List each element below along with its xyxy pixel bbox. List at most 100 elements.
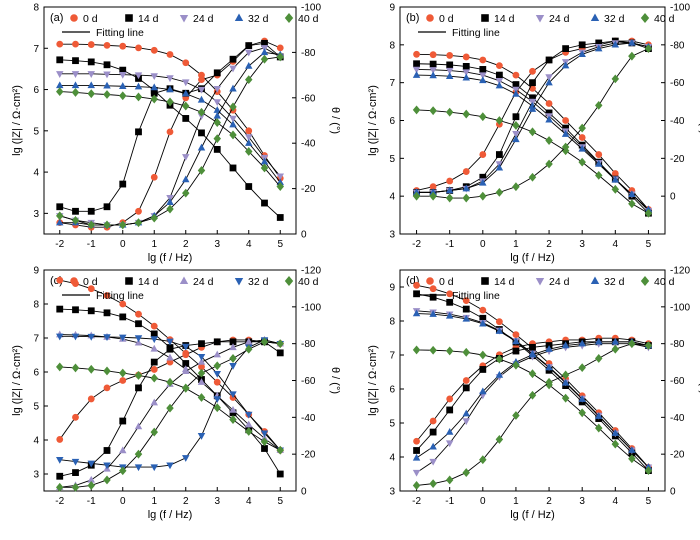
modulus-point <box>479 350 487 360</box>
legend: 0 d 14 d 24 d 32 d 40 d Fitting line <box>62 276 319 302</box>
chart-panel-1: -2 -1 0 1 2 3 4 5 3 4 5 6 7 8 0 -20 -40 -60 -80 -100 lg (f /… <box>11 3 341 265</box>
legend-fit-label: Fitting line <box>452 290 500 302</box>
legend-marker-40d <box>284 276 294 286</box>
phase-point <box>197 143 206 151</box>
modulus-point <box>229 406 237 413</box>
modulus-point <box>462 347 470 357</box>
plot-frame <box>399 269 666 492</box>
phase-point <box>245 61 253 69</box>
phase-point <box>150 464 158 472</box>
phase-point <box>595 337 603 345</box>
y-tick-label: 6 <box>33 368 39 379</box>
modulus-point <box>150 46 158 54</box>
modulus-point <box>413 50 420 58</box>
phase-point <box>644 341 653 350</box>
y2-tick-label: -20 <box>670 154 685 165</box>
y-tick-label: 5 <box>389 154 395 165</box>
modulus-point <box>462 69 470 77</box>
modulus-point <box>260 163 269 173</box>
x-tick-label: -1 <box>445 239 454 250</box>
legend-marker-40d <box>640 13 650 23</box>
modulus-point <box>245 134 253 142</box>
modulus-point <box>213 99 221 107</box>
legend-marker-0d <box>426 277 434 285</box>
phase-point <box>495 163 504 171</box>
phase-point <box>412 188 421 196</box>
fit-line-phase <box>416 343 649 486</box>
legend-label-0d: 0 d <box>83 13 98 25</box>
modulus-point <box>103 292 111 299</box>
phase-point <box>229 84 237 92</box>
phase-point <box>445 427 454 435</box>
modulus-point <box>462 53 470 61</box>
modulus-point <box>135 320 142 328</box>
phase-point <box>512 113 520 121</box>
modulus-point <box>87 285 95 293</box>
phase-point <box>134 464 143 472</box>
modulus-point <box>260 430 269 438</box>
phase-point <box>611 337 620 345</box>
modulus-point <box>71 81 80 89</box>
modulus-point <box>512 360 520 370</box>
phase-point <box>512 411 520 420</box>
phase-point <box>56 456 64 464</box>
modulus-point <box>229 120 237 128</box>
modulus-point <box>103 334 111 342</box>
phase-point <box>213 361 221 371</box>
modulus-point <box>276 214 284 221</box>
legend-label-14d: 14 d <box>494 13 515 25</box>
phase-point <box>72 469 79 476</box>
modulus-point <box>561 130 570 137</box>
y2-tick-label: 0 <box>301 487 307 498</box>
phase-point <box>87 481 95 490</box>
modulus-point <box>197 393 206 402</box>
phase-point <box>72 413 79 421</box>
y2-tick-label: -40 <box>670 116 685 127</box>
modulus-point <box>119 66 127 74</box>
phase-point <box>72 207 79 215</box>
y2-tick-label: -40 <box>670 413 685 424</box>
x-tick-label: 3 <box>579 239 585 250</box>
legend-label-32d: 32 d <box>604 13 625 25</box>
modulus-point <box>479 112 487 122</box>
phase-point <box>197 166 206 175</box>
modulus-point <box>134 82 143 90</box>
modulus-point <box>578 134 586 141</box>
phase-point <box>445 475 454 485</box>
modulus-point <box>87 81 95 89</box>
modulus-point <box>512 81 520 88</box>
phase-point <box>578 41 586 49</box>
phase-point <box>276 339 284 349</box>
y-tick-label: 3 <box>33 470 39 481</box>
modulus-point <box>198 363 205 371</box>
modulus-point <box>412 71 421 78</box>
phase-point <box>528 105 537 112</box>
y2-tick-label: -80 <box>670 339 685 350</box>
modulus-point <box>578 408 586 418</box>
modulus-point <box>479 314 487 322</box>
y2-tick-label: -60 <box>301 376 316 387</box>
legend-label-32d: 32 d <box>604 276 625 288</box>
modulus-point <box>611 429 620 436</box>
modulus-point <box>87 333 95 341</box>
phase-point <box>276 349 284 357</box>
modulus-point <box>229 115 237 123</box>
modulus-point <box>561 378 570 386</box>
phase-point <box>229 338 237 346</box>
plot-frame <box>43 6 297 235</box>
modulus-point <box>166 97 174 107</box>
phase-point <box>578 363 586 373</box>
phase-point <box>611 40 620 48</box>
phase-point <box>56 211 64 221</box>
phase-point <box>495 370 504 378</box>
x-tick-label: 4 <box>613 496 619 507</box>
legend-marker-32d <box>590 276 600 285</box>
phase-point <box>561 370 570 380</box>
y2-tick-label: -100 <box>301 3 321 14</box>
modulus-point <box>446 61 454 69</box>
phase-point <box>229 343 237 351</box>
y2-tick-label: -120 <box>301 266 321 277</box>
modulus-point <box>512 120 520 130</box>
phase-point <box>166 204 174 214</box>
